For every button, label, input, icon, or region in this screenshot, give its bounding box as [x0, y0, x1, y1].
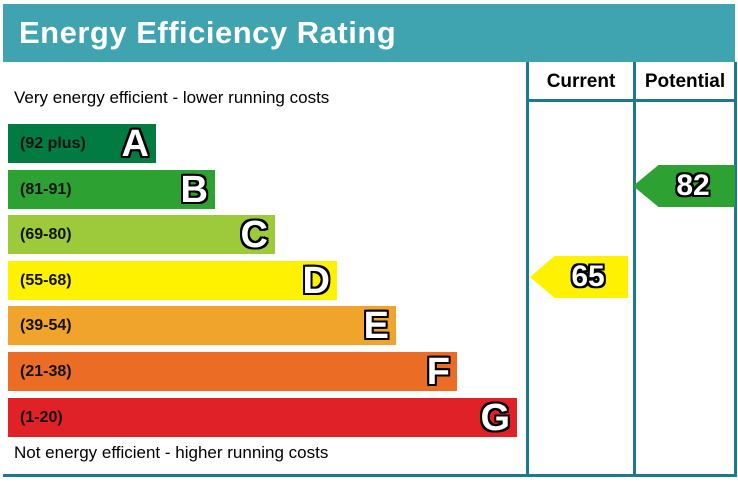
- band-c: (69-80) C: [8, 215, 275, 254]
- potential-rating-value: 82: [676, 169, 710, 202]
- caption-bottom: Not energy efficient - higher running co…: [14, 443, 329, 462]
- band-e: (39-54) E: [8, 306, 396, 345]
- chart-title-banner: Energy Efficiency Rating: [3, 4, 735, 62]
- column-header-potential: Potential: [644, 71, 726, 92]
- divider-current-column: [526, 62, 529, 477]
- column-header-current: Current: [546, 71, 616, 92]
- border-right: [734, 62, 737, 477]
- band-a-range-label: (92 plus): [20, 134, 86, 152]
- band-g-range-label: (1-20): [20, 408, 63, 426]
- current-rating-value: 65: [571, 260, 605, 293]
- band-g-letter: G: [480, 396, 510, 439]
- band-c-range-label: (69-80): [20, 225, 72, 243]
- chart-title: Energy Efficiency Rating: [19, 15, 397, 50]
- border-bottom: [3, 474, 737, 477]
- band-e-range-label: (39-54): [20, 316, 72, 334]
- caption-top: Very energy efficient - lower running co…: [14, 88, 330, 107]
- header-underline: [526, 99, 737, 102]
- band-e-letter: E: [363, 304, 389, 347]
- band-b: (81-91) B: [8, 170, 215, 209]
- band-d: (55-68) D: [8, 261, 337, 300]
- band-d-letter: D: [302, 259, 330, 302]
- band-f: (21-38) F: [8, 352, 457, 391]
- band-d-range-label: (55-68): [20, 271, 72, 289]
- band-a: (92 plus) A: [8, 124, 156, 163]
- divider-potential-column: [633, 62, 636, 477]
- band-b-range-label: (81-91): [20, 180, 72, 198]
- band-f-range-label: (21-38): [20, 362, 72, 380]
- band-a-letter: A: [121, 122, 149, 165]
- band-g: (1-20) G: [8, 398, 517, 437]
- band-b-letter: B: [180, 168, 208, 211]
- current-rating-arrow: 65: [530, 256, 628, 298]
- potential-rating-arrow: 82: [633, 165, 735, 207]
- band-c-letter: C: [240, 213, 268, 256]
- band-f-letter: F: [426, 350, 450, 393]
